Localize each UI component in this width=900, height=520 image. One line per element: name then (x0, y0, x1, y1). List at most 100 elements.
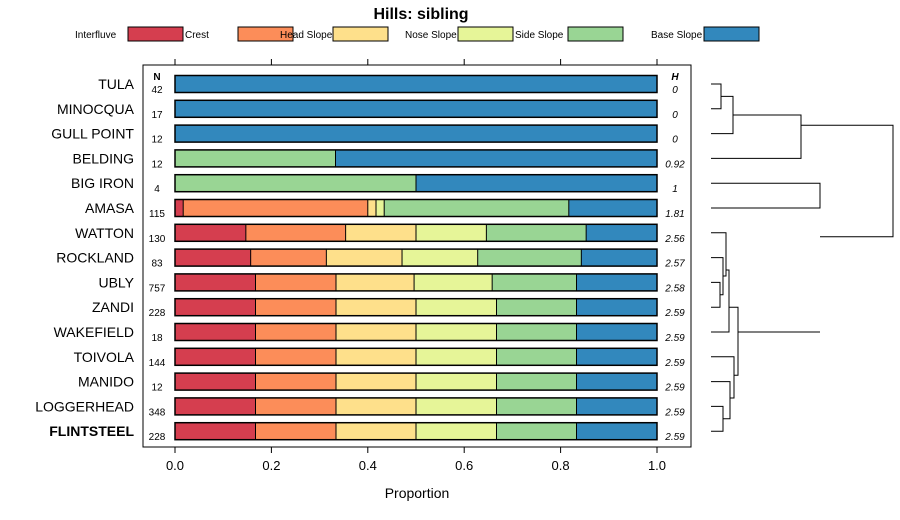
legend-swatch (703, 26, 760, 42)
bar-outline (174, 74, 658, 94)
bar-segment (255, 348, 336, 366)
dendrogram-branch (801, 124, 894, 238)
row-label: WAKEFIELD (54, 324, 134, 340)
legend-swatch (567, 26, 624, 42)
bar-outline (174, 198, 658, 218)
bar-segment (335, 348, 416, 366)
row: BELDING 12 0.92 (73, 149, 685, 170)
row: AMASA 115 1.81 (85, 198, 685, 220)
h-value: 0.92 (665, 159, 685, 170)
bar-segment (335, 373, 416, 391)
legend: Interfluve Crest Head Slope Nose Slope Side … (75, 26, 760, 42)
n-value: 228 (149, 432, 166, 443)
bar-outline (174, 223, 658, 243)
bar-outline (174, 149, 658, 168)
dendrogram-branch (711, 281, 721, 308)
bar-segment (175, 273, 256, 291)
row: BIG IRON 4 1 (71, 173, 678, 195)
n-value: 115 (149, 209, 165, 220)
row-label: MINOCQUA (57, 101, 135, 117)
bar-segment (175, 323, 256, 341)
bar-segment (416, 373, 497, 391)
legend-label: Interfluve (75, 30, 117, 41)
row-label: UBLY (98, 274, 134, 290)
bar-segment (175, 199, 184, 217)
bar-segment (175, 149, 336, 167)
bar-outline (174, 99, 658, 119)
n-value: 348 (149, 407, 166, 418)
h-value: 2.59 (664, 407, 685, 418)
row-label: GULL POINT (51, 126, 134, 142)
x-tick-label: 0.6 (455, 458, 473, 473)
bar-segment (245, 224, 346, 242)
x-tick-label: 0.4 (359, 458, 377, 473)
bar-segment (175, 224, 246, 242)
bar-segment (183, 199, 368, 217)
row-label: TOIVOLA (74, 349, 135, 365)
row-label: AMASA (85, 200, 135, 216)
n-value: 83 (151, 259, 163, 270)
bar-segment (255, 373, 336, 391)
dendrogram-branch (711, 405, 724, 432)
dendrogram-branch (711, 83, 722, 110)
dendrogram (711, 83, 894, 432)
x-tick-label: 1.0 (648, 458, 666, 473)
bar-segment (568, 199, 657, 217)
bar-segment (175, 75, 657, 93)
legend-label: Head Slope (280, 30, 333, 41)
bar-outline (174, 248, 658, 267)
row-label: ROCKLAND (56, 250, 134, 266)
row: MINOCQUA 17 0 (57, 99, 678, 121)
bar-segment (416, 422, 497, 440)
row: ROCKLAND 83 2.57 (56, 248, 685, 270)
bar-segment (576, 422, 657, 440)
dendrogram-branch (711, 182, 821, 209)
row-label: LOGGERHEAD (35, 398, 134, 414)
bar-segment (255, 298, 336, 316)
h-value: 2.59 (664, 333, 685, 344)
x-tick-label: 0.2 (262, 458, 280, 473)
bar-segment (255, 422, 336, 440)
bar-segment (576, 273, 657, 291)
row-label: MANIDO (78, 374, 134, 390)
bar-segment (414, 273, 493, 291)
bar-segment (335, 149, 657, 167)
bar-outline (174, 372, 658, 391)
bar-segment (492, 273, 577, 291)
legend-swatch (127, 26, 184, 42)
h-value: 1.81 (665, 209, 684, 220)
bar-outline (174, 273, 658, 292)
bar-segment (576, 323, 657, 341)
h-value: 0 (672, 110, 678, 121)
bar-segment (335, 323, 416, 341)
bar-segment (175, 100, 657, 118)
bar-outline (174, 124, 658, 143)
x-tick-label: 0.0 (166, 458, 184, 473)
row-label: FLINTSTEEL (49, 423, 134, 439)
row: UBLY 757 2.58 (98, 273, 685, 294)
bar-segment (576, 373, 657, 391)
row-label: ZANDI (92, 299, 134, 315)
bar-segment (416, 298, 497, 316)
h-value: 2.59 (664, 308, 685, 319)
bar-segment (335, 422, 416, 440)
row: TOIVOLA 144 2.59 (74, 347, 685, 369)
row: MANIDO 12 2.59 (78, 372, 685, 394)
legend-label: Nose Slope (405, 30, 457, 41)
n-value: 42 (151, 85, 163, 96)
dendrogram-branch (711, 269, 730, 333)
row: ZANDI 228 2.59 (92, 297, 685, 319)
bar-segment (335, 298, 416, 316)
x-axis-label: Proportion (385, 485, 450, 501)
dendrogram-branch (711, 232, 727, 277)
row: FLINTSTEEL 228 2.59 (49, 421, 685, 443)
h-column-header: H (671, 72, 679, 83)
bar-segment (175, 348, 256, 366)
n-value: 12 (151, 383, 163, 394)
bar-outline (174, 322, 658, 342)
n-value: 757 (149, 283, 166, 294)
bar-segment (496, 323, 577, 341)
bar-segment (175, 397, 256, 415)
